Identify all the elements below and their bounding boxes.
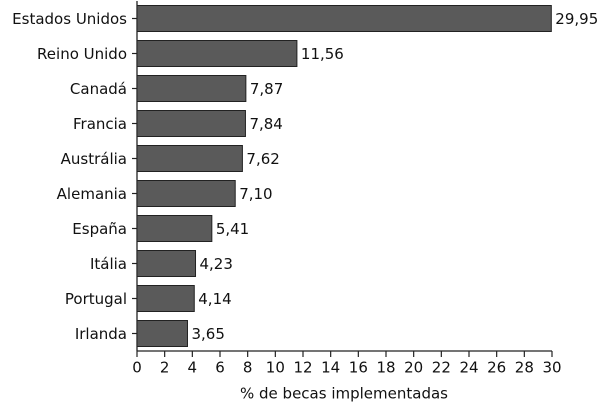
y-tick-label: Canadá <box>70 80 127 98</box>
x-tick-label: 20 <box>404 359 423 377</box>
y-tick-label: Austrália <box>61 150 127 168</box>
value-label: 4,14 <box>198 290 231 308</box>
x-tick-label: 6 <box>215 359 225 377</box>
y-tick-label: Irlanda <box>75 325 127 343</box>
x-tick-label: 0 <box>132 359 142 377</box>
bar <box>136 285 195 312</box>
value-label: 11,56 <box>301 45 344 63</box>
y-tick-label: Reino Unido <box>37 45 127 63</box>
x-tick-label: 2 <box>160 359 170 377</box>
y-tick-label: Alemania <box>57 185 127 203</box>
value-label: 3,65 <box>191 325 224 343</box>
bar <box>136 40 298 67</box>
bar <box>136 215 213 242</box>
x-tick-label: 28 <box>515 359 534 377</box>
bar <box>136 145 243 172</box>
x-tick-label: 24 <box>459 359 478 377</box>
value-label: 7,84 <box>249 115 282 133</box>
value-label: 7,87 <box>250 80 283 98</box>
x-axis-label: % de becas implementadas <box>240 385 448 403</box>
y-tick-label: Portugal <box>65 290 127 308</box>
x-tick-label: 10 <box>266 359 285 377</box>
y-tick-label: Itália <box>90 255 127 273</box>
value-label: 4,23 <box>200 255 233 273</box>
value-label: 5,41 <box>216 220 249 238</box>
x-tick-label: 16 <box>349 359 368 377</box>
y-tick-label: Francia <box>73 115 127 133</box>
x-tick-label: 22 <box>432 359 451 377</box>
x-tick-label: 18 <box>376 359 395 377</box>
bar <box>136 180 236 207</box>
x-tick-label: 26 <box>487 359 506 377</box>
bar <box>136 110 246 137</box>
bar <box>136 75 247 102</box>
y-tick-label: Estados Unidos <box>12 10 127 28</box>
x-tick-label: 12 <box>293 359 312 377</box>
x-tick-label: 30 <box>542 359 561 377</box>
x-tick-label: 14 <box>321 359 340 377</box>
value-label: 7,62 <box>246 150 279 168</box>
value-label: 29,95 <box>555 10 598 28</box>
x-tick-label: 4 <box>188 359 198 377</box>
x-tick-label: 8 <box>243 359 253 377</box>
y-tick-label: España <box>72 220 127 238</box>
bar <box>136 5 552 32</box>
value-label: 7,10 <box>239 185 272 203</box>
bar <box>136 320 188 347</box>
bar <box>136 250 197 277</box>
